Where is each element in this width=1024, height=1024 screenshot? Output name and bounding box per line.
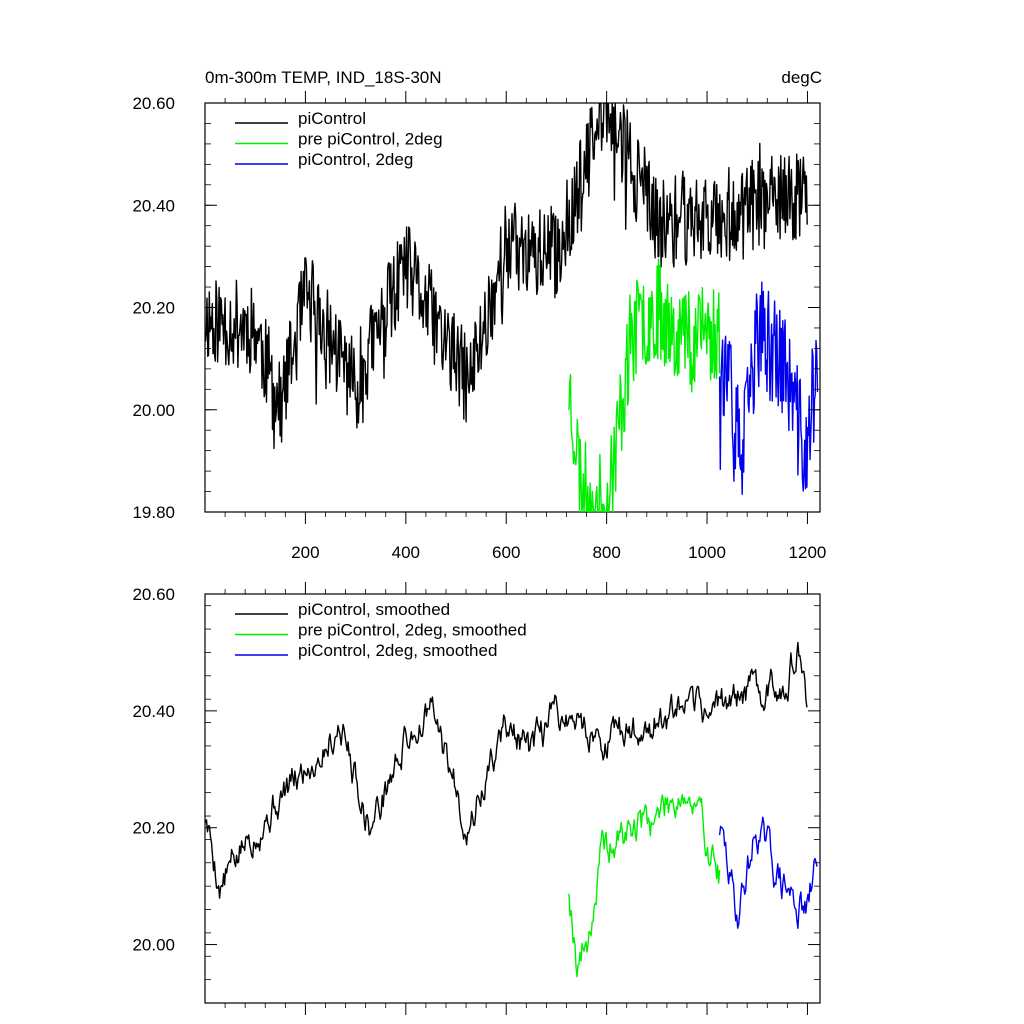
y-tick-label: 20.00: [132, 401, 175, 420]
chart-title: 0m-300m TEMP, IND_18S-30N: [205, 68, 442, 87]
series-line-0: [205, 103, 808, 450]
x-axis-top: 200 400 600 800 1000 1200: [224, 91, 827, 562]
series-line-0: [205, 641, 808, 899]
panel-bottom: 20.60 20.40 20.20 20.00 piControl, smoothed…: [132, 582, 821, 1015]
series-line-2: [718, 281, 819, 495]
series-layer-bottom: [205, 641, 818, 978]
legend-label: pre piControl, 2deg: [298, 130, 443, 149]
y-axis-bottom: 20.60 20.40 20.20 20.00: [132, 585, 820, 1004]
y-axis-top: 20.60 20.40 20.20 20.00 19.80: [132, 94, 820, 522]
y-tick-label: 20.40: [132, 196, 175, 215]
series-line-1: [568, 258, 721, 512]
x-tick-label: 600: [492, 543, 520, 562]
y-tick-label: 20.20: [132, 819, 175, 838]
x-tick-label: 800: [592, 543, 620, 562]
legend-label: piControl, smoothed: [298, 600, 450, 619]
series-layer-top: [205, 103, 819, 512]
x-tick-label: 200: [291, 543, 319, 562]
y-tick-label: 20.00: [132, 936, 175, 955]
x-axis-bottom: [224, 582, 808, 1015]
x-tick-label: 1200: [789, 543, 827, 562]
y-tick-label: 20.60: [132, 585, 175, 604]
series-line-2: [718, 816, 818, 929]
x-tick-label: 1000: [688, 543, 726, 562]
legend-label: piControl, 2deg: [298, 150, 413, 169]
legend-label: pre piControl, 2deg, smoothed: [298, 621, 527, 640]
plot-frame-bottom: [204, 593, 821, 1004]
series-line-1: [568, 793, 721, 978]
y-tick-label: 19.80: [132, 503, 175, 522]
y-tick-label: 20.40: [132, 702, 175, 721]
x-tick-label: 400: [392, 543, 420, 562]
legend-label: piControl, 2deg, smoothed: [298, 641, 497, 660]
y-tick-label: 20.20: [132, 299, 175, 318]
unit-label: degC: [781, 68, 822, 87]
legend-bottom: piControl, smoothed pre piControl, 2deg, …: [235, 600, 527, 660]
panel-top: 0m-300m TEMP, IND_18S-30N degC 20.60 20.4…: [132, 68, 826, 562]
legend-label: piControl: [298, 109, 366, 128]
y-tick-label: 20.60: [132, 94, 175, 113]
